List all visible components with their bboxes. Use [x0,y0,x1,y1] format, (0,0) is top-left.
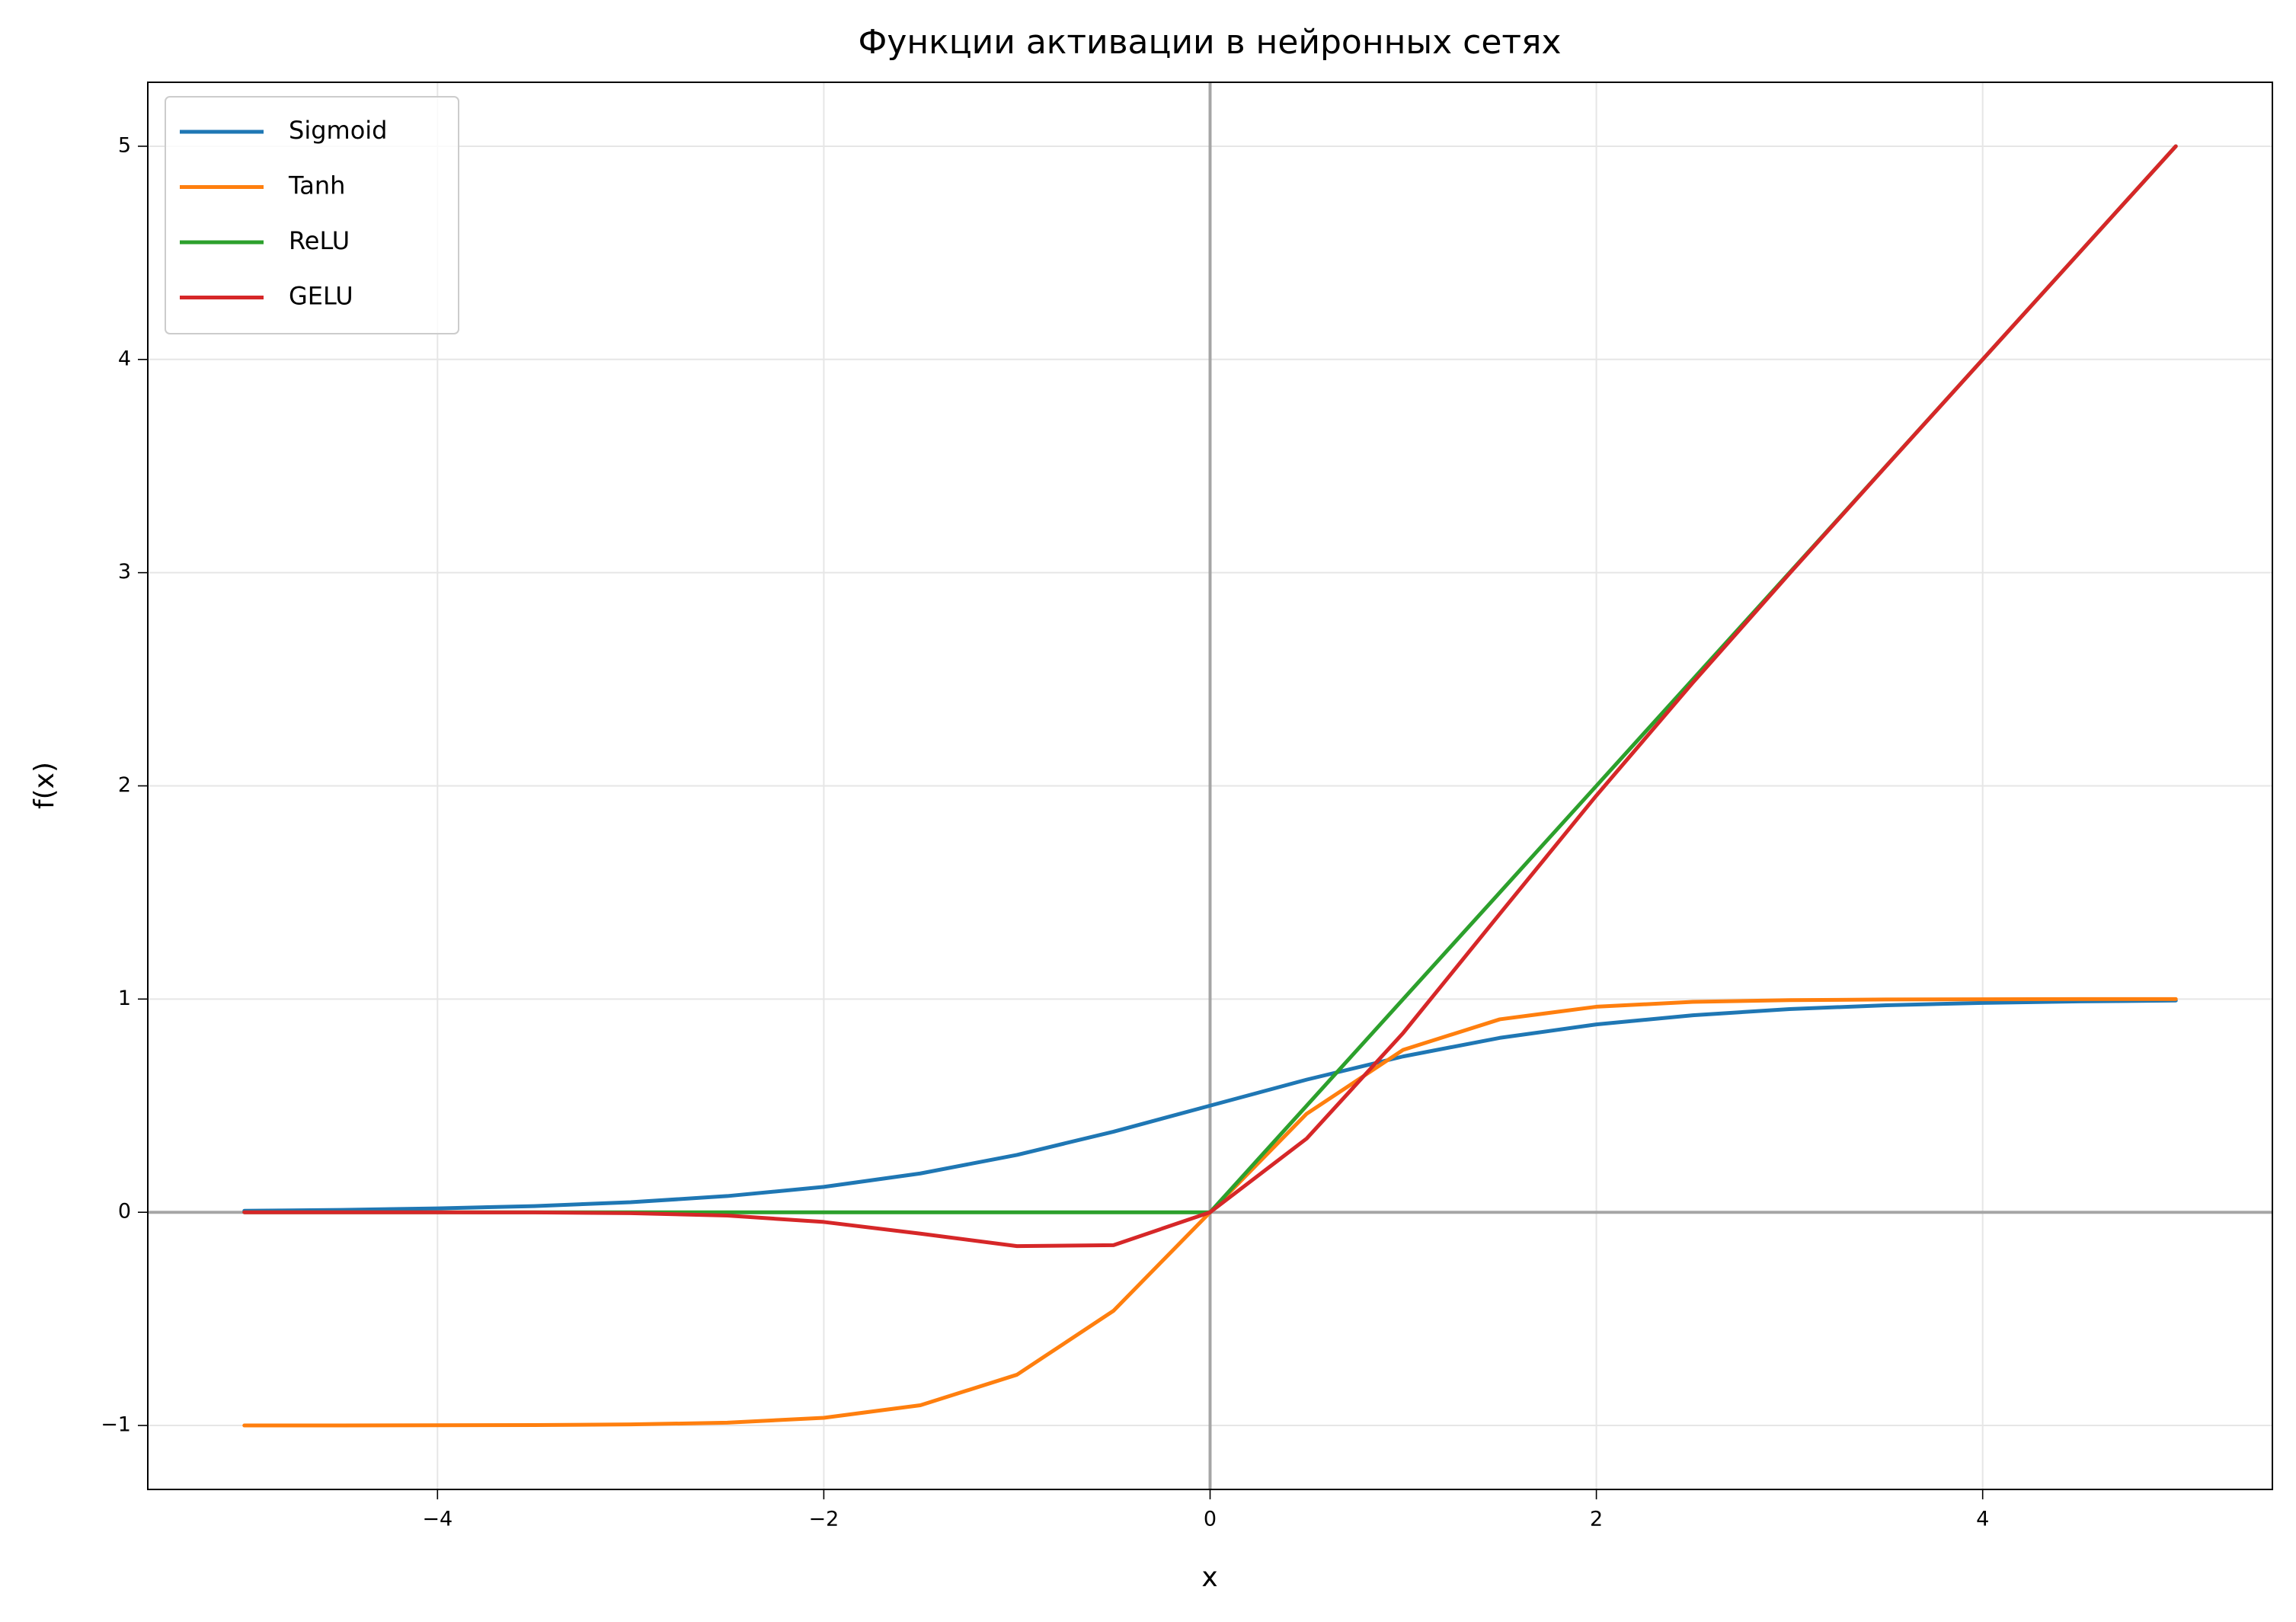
y-tick-label: 5 [118,133,131,157]
x-tick-label: 2 [1590,1508,1603,1531]
y-tick-label: 0 [118,1200,131,1224]
y-tick-label: −1 [101,1413,131,1437]
chart-title: Функции активации в нейронных сетях [858,23,1561,62]
legend: Sigmoid Tanh ReLU GELU [165,96,459,334]
plot-frame [147,82,2273,1490]
legend-label: Tanh [288,171,345,200]
legend-frame [165,96,459,334]
x-tick-label: 0 [1204,1508,1217,1531]
legend-label: ReLU [289,226,350,255]
line [242,998,2178,1213]
y-axis-label: f(x) [29,762,60,809]
y-tick-label: 1 [118,987,131,1010]
x-tick-label: −2 [809,1508,839,1531]
legend-label: Sigmoid [289,116,387,145]
x-axis-label: x [1201,1562,1217,1593]
x-tick-label: 4 [1976,1508,1989,1531]
legend-label: GELU [289,282,353,311]
y-tick-label: 4 [118,347,131,370]
y-tick-label: 2 [118,773,131,797]
x-tick-label: −4 [422,1508,452,1531]
y-tick-label: 3 [118,560,131,584]
line [242,144,2178,1249]
